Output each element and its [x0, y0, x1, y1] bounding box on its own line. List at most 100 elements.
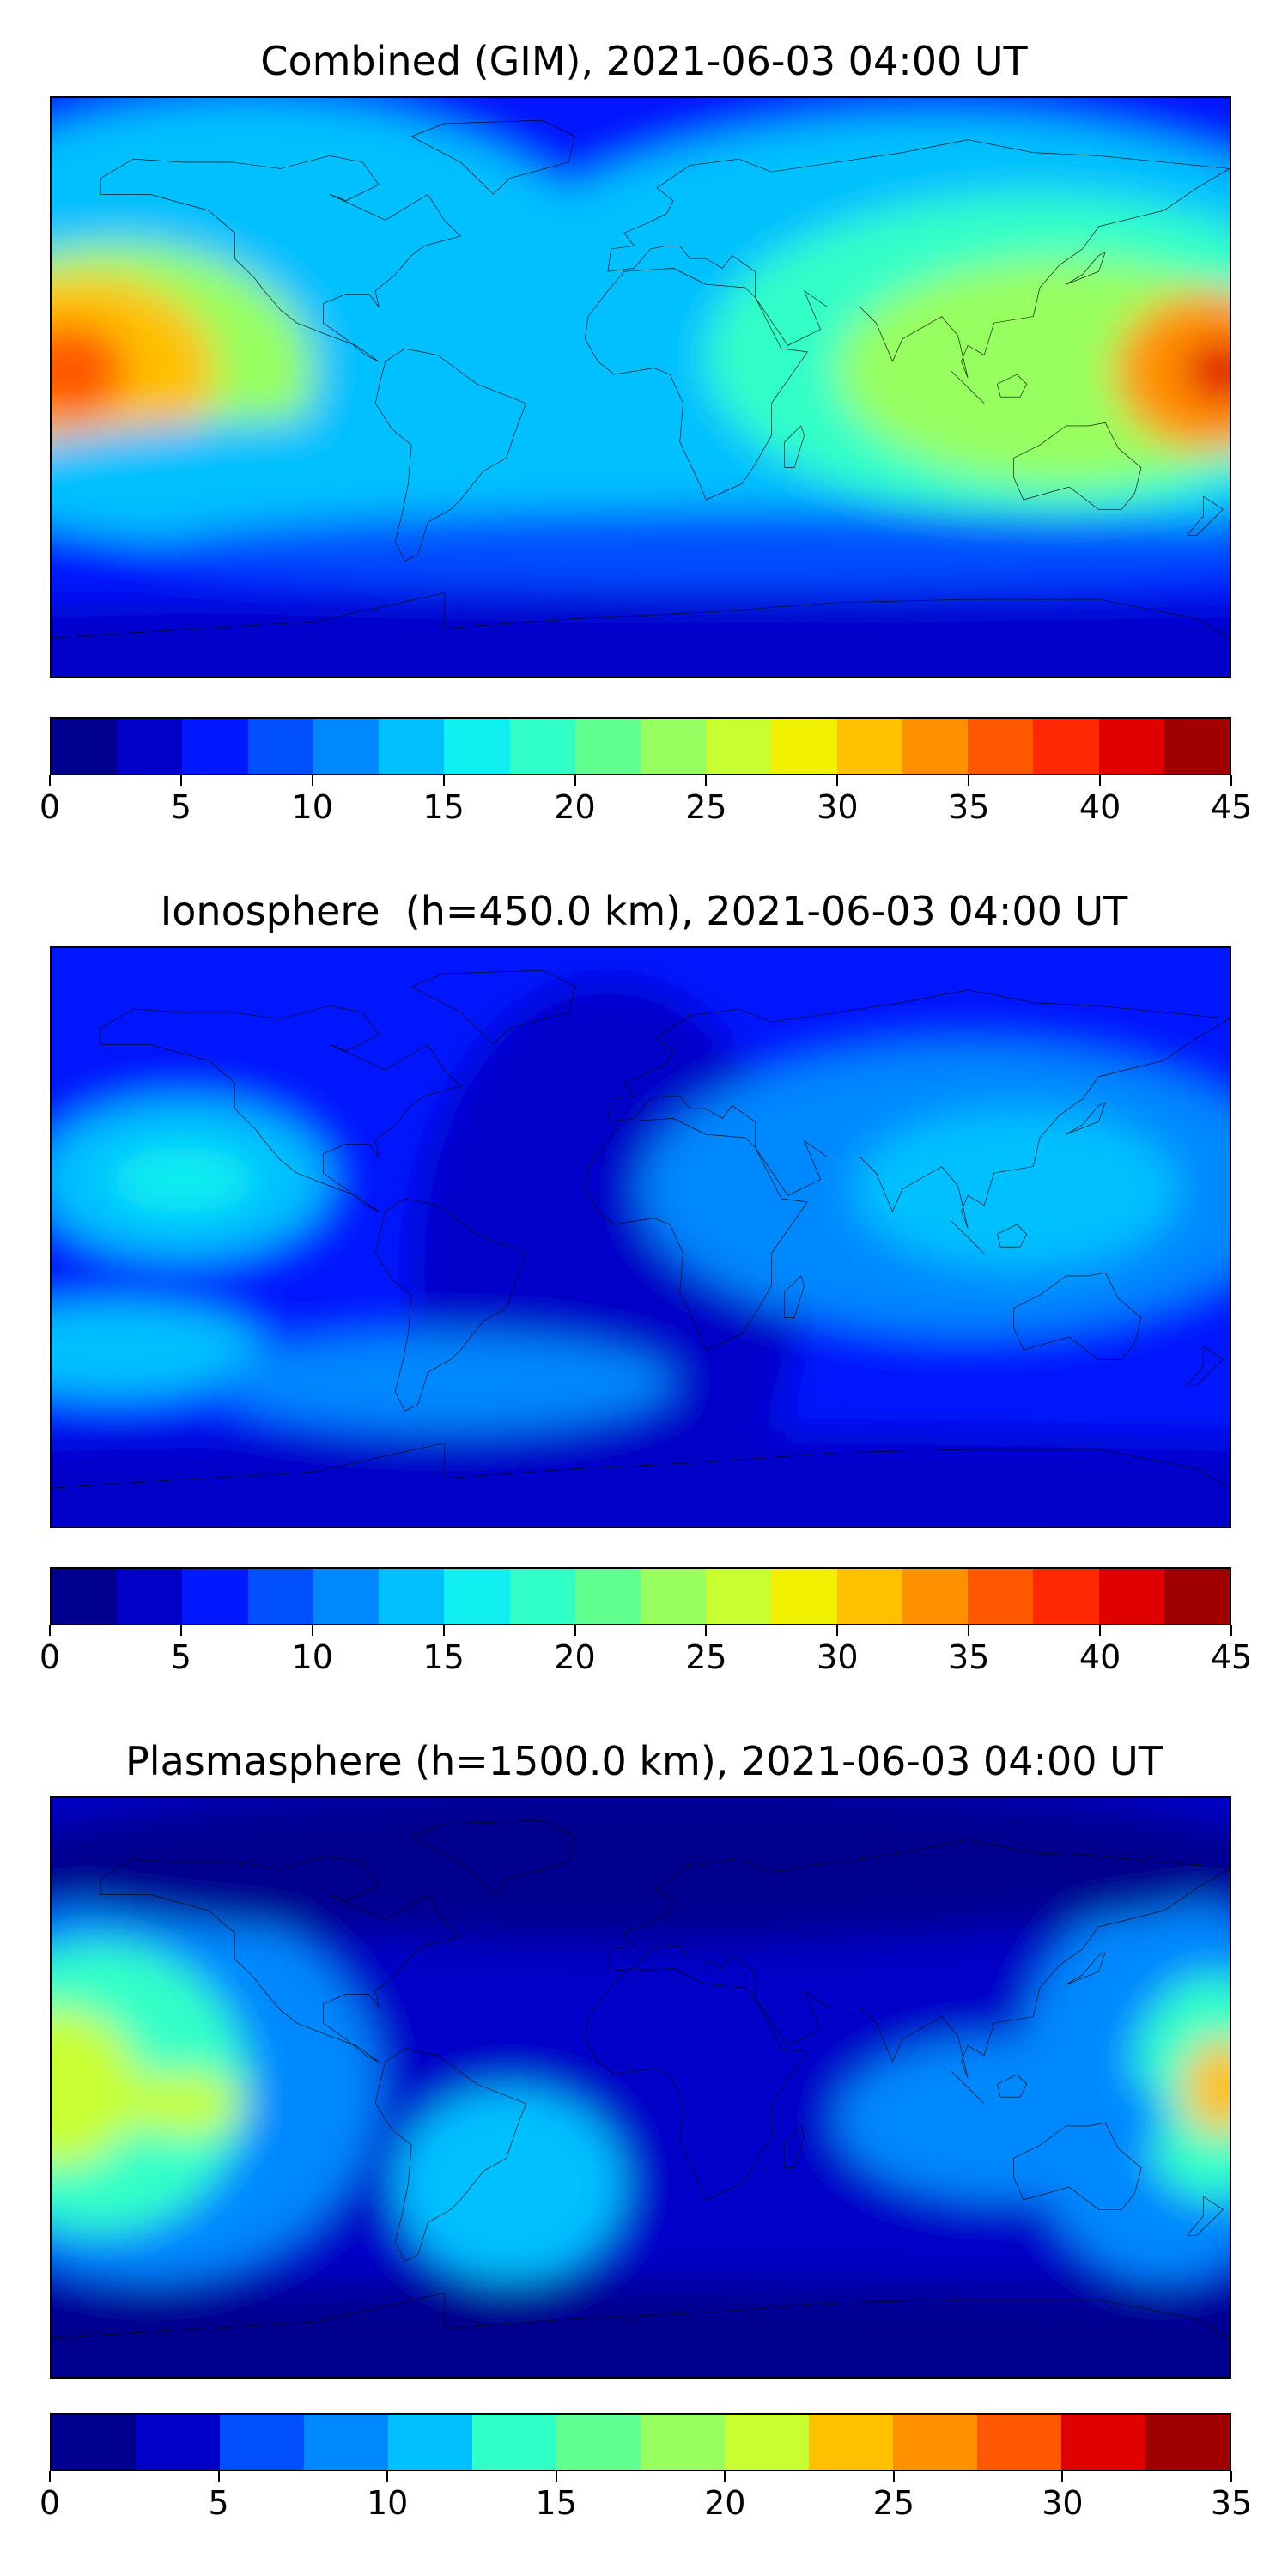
coastlines: [52, 1820, 1230, 2338]
tick-label: 25: [872, 2484, 915, 2522]
field-contour: [1115, 290, 1230, 452]
colorbar-segment: [1098, 719, 1164, 774]
field-contour: [52, 2280, 1230, 2377]
colorbar-segment: [444, 1569, 510, 1624]
tick-label: 10: [291, 788, 333, 826]
tick-mark: [574, 775, 576, 786]
tick-label: 30: [817, 1638, 859, 1676]
coastline: [608, 1840, 1230, 2078]
tick-label: 40: [1078, 788, 1121, 826]
tick-mark: [724, 2471, 726, 2482]
coastline: [608, 990, 1230, 1228]
tick-mark: [49, 1625, 51, 1636]
field-contour: [836, 258, 1230, 484]
colorbar-segment: [809, 2415, 893, 2470]
tick-mark: [442, 1625, 445, 1636]
coastline: [1187, 1346, 1223, 1385]
colorbar-segment: [1163, 1569, 1230, 1624]
coastline: [375, 349, 526, 561]
colorbar-segment: [313, 719, 380, 774]
coastline: [1066, 252, 1105, 284]
tick-mark: [311, 1625, 313, 1636]
coastline: [411, 1820, 575, 1894]
coastline: [785, 1276, 805, 1318]
tick-label: 35: [948, 1638, 990, 1676]
coastline: [52, 593, 1230, 638]
field-contour: [1183, 338, 1230, 404]
tick-mark: [1099, 1625, 1102, 1636]
tick-label: 5: [170, 788, 191, 826]
colorbar-segment: [1098, 1569, 1164, 1624]
tick-mark: [892, 2471, 895, 2482]
colorbar-segment: [117, 719, 183, 774]
colorbar-segment: [977, 2415, 1061, 2470]
colorbar-segment: [902, 1569, 969, 1624]
field-contour: [123, 2071, 242, 2136]
field-contour: [52, 596, 1230, 677]
field-contour: [395, 2087, 624, 2281]
colorbar-segment: [893, 2415, 977, 2470]
panel-title-plasmasphere: Plasmasphere (h=1500.0 km), 2021-06-03 0…: [125, 1738, 1163, 1784]
map-combined-svg: [52, 98, 1230, 677]
tick-label: 30: [817, 788, 859, 826]
tick-mark: [836, 1625, 839, 1636]
field-layer: [52, 948, 1230, 1527]
tick-label: 0: [39, 2484, 61, 2522]
map-plasmasphere: [50, 1796, 1231, 2379]
coastline: [100, 1005, 460, 1212]
tick-mark: [968, 1625, 970, 1636]
coastlines: [52, 970, 1230, 1488]
colorbar-segment: [836, 1569, 902, 1624]
tick-mark: [311, 775, 313, 786]
map-combined: [50, 96, 1231, 678]
coastline: [100, 155, 460, 361]
map-plasmasphere-svg: [52, 1798, 1230, 2377]
tick-label: 40: [1078, 1638, 1121, 1676]
colorbar-segment: [725, 2415, 809, 2470]
colorbar-plasmasphere: [50, 2413, 1231, 2471]
tick-label: 20: [554, 1638, 596, 1676]
colorbar-segment: [574, 719, 641, 774]
colorbar-segment: [706, 719, 772, 774]
coastline: [1187, 496, 1223, 535]
tick-mark: [555, 2471, 557, 2482]
coastline: [1013, 2123, 1141, 2209]
colorbar-segment: [1145, 2415, 1230, 2470]
coastline: [997, 1224, 1026, 1247]
colorbar-segment: [472, 2415, 556, 2470]
tick-label: 10: [291, 1638, 333, 1676]
field-contour: [52, 1301, 264, 1399]
colorbar-segment: [52, 1569, 118, 1624]
tick-label: 20: [704, 2484, 746, 2522]
colorbar-segment: [1061, 2415, 1145, 2470]
colorbar-segment: [706, 1569, 772, 1624]
colorbar-combined: [50, 717, 1231, 775]
coastline: [608, 140, 1230, 378]
field-contour: [110, 1147, 255, 1212]
tick-mark: [179, 775, 182, 786]
coastlines: [52, 120, 1230, 638]
coastline: [997, 2075, 1026, 2097]
coastline: [585, 1118, 807, 1350]
tick-mark: [1230, 2471, 1232, 2482]
field-contour: [52, 1798, 1230, 1943]
field-contour: [1183, 2038, 1230, 2136]
colorbar-segment: [771, 719, 837, 774]
panel-title-combined: Combined (GIM), 2021-06-03 04:00 UT: [260, 38, 1028, 84]
coastline: [951, 1221, 984, 1253]
colorbar-segment: [556, 2415, 641, 2470]
tick-label: 0: [39, 788, 61, 826]
tick-mark: [217, 2471, 220, 2482]
tick-label: 25: [685, 1638, 727, 1676]
colorbar-segment: [509, 719, 575, 774]
coastline: [411, 970, 575, 1044]
colorbar-segment: [304, 2415, 388, 2470]
colorbar-segment: [182, 719, 248, 774]
colorbar-segment: [247, 719, 313, 774]
colorbar-ticks-combined: 0 5 10 15 20 25 30 35 40 45: [39, 775, 1252, 827]
tick-mark: [179, 1625, 182, 1636]
tick-label: 30: [1042, 2484, 1084, 2522]
map-ionosphere-svg: [52, 948, 1230, 1527]
tick-mark: [1230, 1625, 1232, 1636]
colorbar-segment: [968, 719, 1034, 774]
